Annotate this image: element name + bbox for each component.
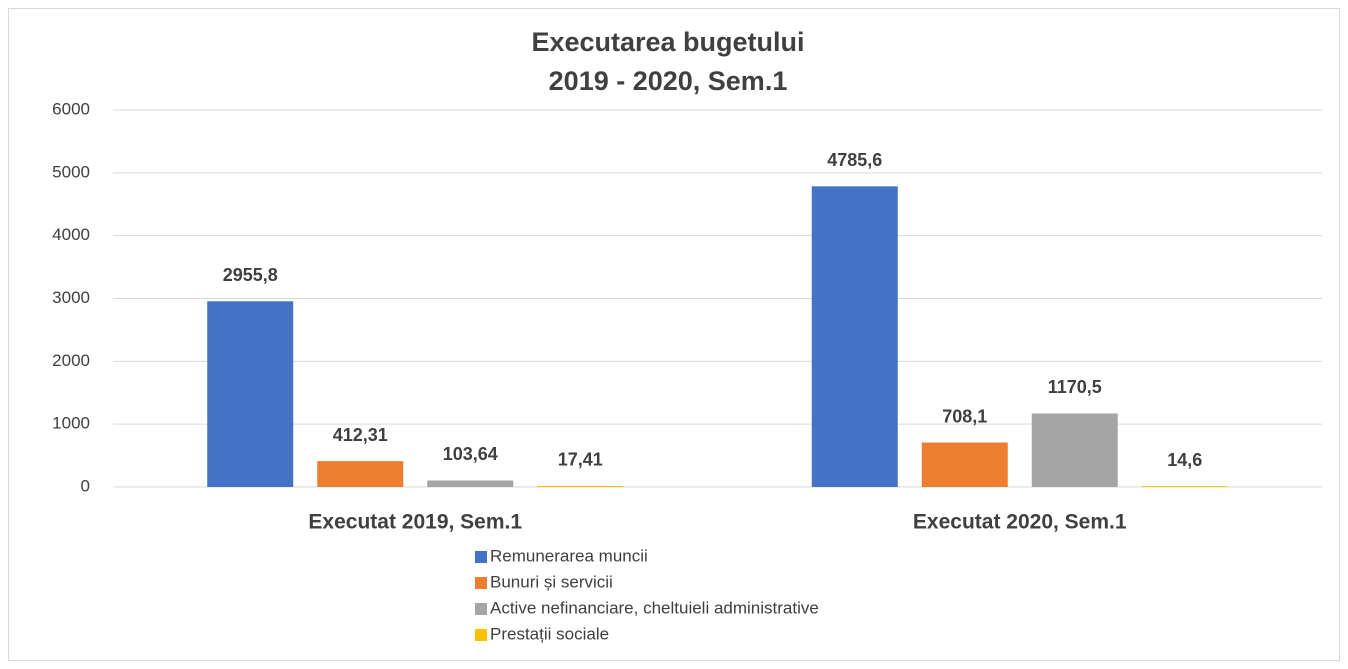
legend-swatch (475, 603, 487, 615)
legend-swatch (475, 551, 487, 563)
data-label: 708,1 (942, 406, 987, 426)
bar (207, 301, 294, 487)
legend-label: Active nefinanciare, cheltuieli administ… (490, 598, 819, 617)
y-tick-label: 5000 (52, 162, 90, 181)
data-label: 412,31 (333, 425, 388, 445)
bar (1031, 413, 1118, 487)
y-tick-label: 1000 (52, 414, 90, 433)
data-label: 103,64 (443, 444, 498, 464)
bar (537, 485, 624, 487)
bar (427, 480, 514, 487)
data-label: 17,41 (558, 450, 603, 470)
chart-title: 2019 - 2020, Sem.1 (549, 66, 788, 96)
data-label: 4785,6 (827, 150, 882, 170)
data-label: 14,6 (1167, 450, 1202, 470)
legend-label: Bunuri și servicii (490, 572, 613, 591)
y-tick-label: 2000 (52, 351, 90, 370)
y-tick-label: 3000 (52, 288, 90, 307)
legend-swatch (475, 577, 487, 589)
y-tick-label: 6000 (52, 99, 90, 118)
legend-label: Remunerarea muncii (490, 546, 648, 565)
legend-swatch (475, 629, 487, 641)
chart-title: Executarea bugetului (531, 27, 804, 57)
x-tick-label: Executat 2019, Sem.1 (308, 511, 522, 534)
y-tick-label: 4000 (52, 225, 90, 244)
x-tick-label: Executat 2020, Sem.1 (913, 511, 1127, 534)
bar (317, 461, 404, 487)
legend-label: Prestații sociale (490, 624, 609, 643)
bar (1141, 486, 1228, 487)
data-label: 1170,5 (1048, 377, 1102, 397)
y-tick-label: 0 (81, 476, 90, 495)
data-label: 2955,8 (223, 265, 278, 285)
bar (921, 442, 1008, 487)
bar (811, 186, 898, 487)
